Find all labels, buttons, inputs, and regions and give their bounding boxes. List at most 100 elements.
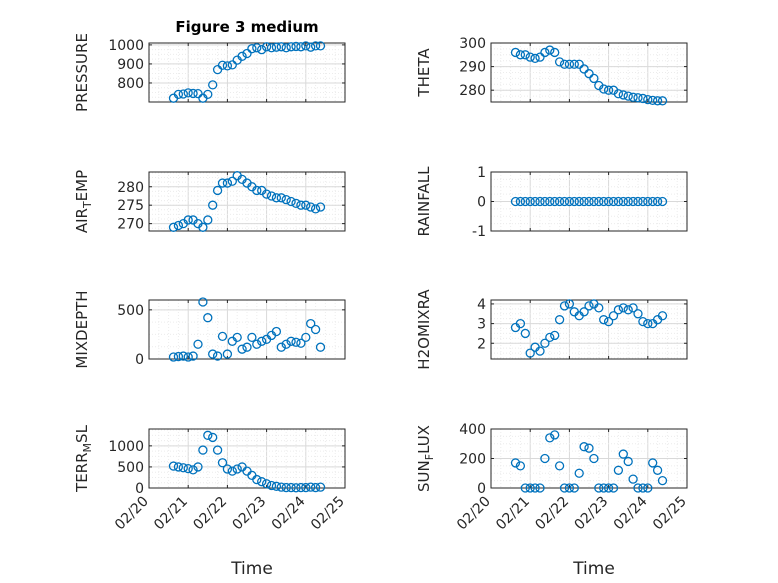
data-point [589,73,599,84]
data-point [618,449,628,459]
data-point [525,52,535,62]
series-points [510,299,668,358]
data-point [178,89,188,99]
series-points [510,45,668,106]
data-point [296,482,306,493]
data-point [574,468,584,478]
data-point [198,445,208,455]
data-point [623,305,633,315]
data-point [613,305,624,315]
data-point [648,458,658,468]
axes-background [149,300,345,359]
series-points [168,430,326,493]
data-point [574,59,584,69]
y-tick-label: 0 [135,481,144,497]
data-point [212,351,223,361]
data-point [286,336,296,346]
data-point [193,462,203,472]
data-point [638,316,648,327]
data-point [227,176,237,186]
data-point [564,299,575,309]
x-tick-label: 02/25 [650,494,690,534]
data-point [579,442,589,452]
data-point [301,200,311,210]
data-point [603,85,614,95]
data-point [603,483,614,493]
data-point [212,185,223,196]
data-point [515,461,526,471]
data-point [648,196,658,207]
data-point [564,59,575,69]
data-point [291,337,301,347]
data-point [242,48,252,59]
data-point [178,351,188,361]
y-tick-label: 400 [459,422,486,438]
data-point [564,483,575,493]
data-point [276,342,286,352]
data-point [276,42,286,52]
data-point [550,430,560,440]
data-point [535,196,545,207]
data-point [530,483,540,493]
y-axis-label: TERRMSL [73,424,94,493]
series-points [510,196,668,207]
data-point [222,178,233,188]
data-point [584,301,594,311]
data-point [545,196,555,207]
y-tick-label: 1 [477,165,486,181]
data-point [315,202,326,212]
data-point [291,483,301,493]
y-tick-label: 500 [117,460,144,476]
data-point [628,196,638,207]
data-point [276,482,286,492]
data-point [652,465,663,475]
data-point [540,196,550,207]
y-axis-label: MIXDEPTH [73,290,91,368]
data-point [559,483,570,493]
data-point [520,328,530,339]
data-point [589,453,599,464]
data-point [208,349,218,359]
data-point [569,59,579,69]
data-point [520,50,530,60]
data-point [247,332,257,343]
data-point [310,41,321,51]
data-point [569,196,579,207]
subplot-3: 270 275 280 AIRTEMP [73,170,346,233]
x-tick-label: 02/24 [269,493,309,533]
data-point [599,84,609,94]
data-point [520,196,530,207]
data-point [306,482,316,492]
data-point [608,483,619,493]
data-point [222,464,233,474]
data-point [515,318,526,329]
data-point [296,200,306,210]
subplot-1: 800 900 1000 PRESSURE Figure 3 medium [73,18,346,112]
data-point [579,64,589,74]
data-point [232,464,242,474]
data-point [633,309,643,319]
data-point [652,196,663,207]
data-point [515,196,526,207]
data-point [623,91,633,101]
data-point [301,41,311,51]
data-point [168,222,179,232]
axes-box [148,428,346,489]
data-point [222,61,233,71]
y-tick-label: 200 [459,452,486,468]
data-point [306,202,316,212]
data-point [554,461,565,471]
data-point [643,196,653,207]
data-point [257,336,267,346]
data-point [608,196,619,207]
y-tick-label: 270 [117,217,144,233]
data-point [208,80,218,90]
y-axis-label: SUNFLUX [415,425,436,492]
y-tick-label: 2 [477,336,486,352]
y-tick-label: 800 [117,76,144,92]
data-point [227,60,237,70]
data-point [183,463,193,474]
axes-background [149,43,345,102]
data-point [291,198,301,208]
data-point [261,189,272,199]
